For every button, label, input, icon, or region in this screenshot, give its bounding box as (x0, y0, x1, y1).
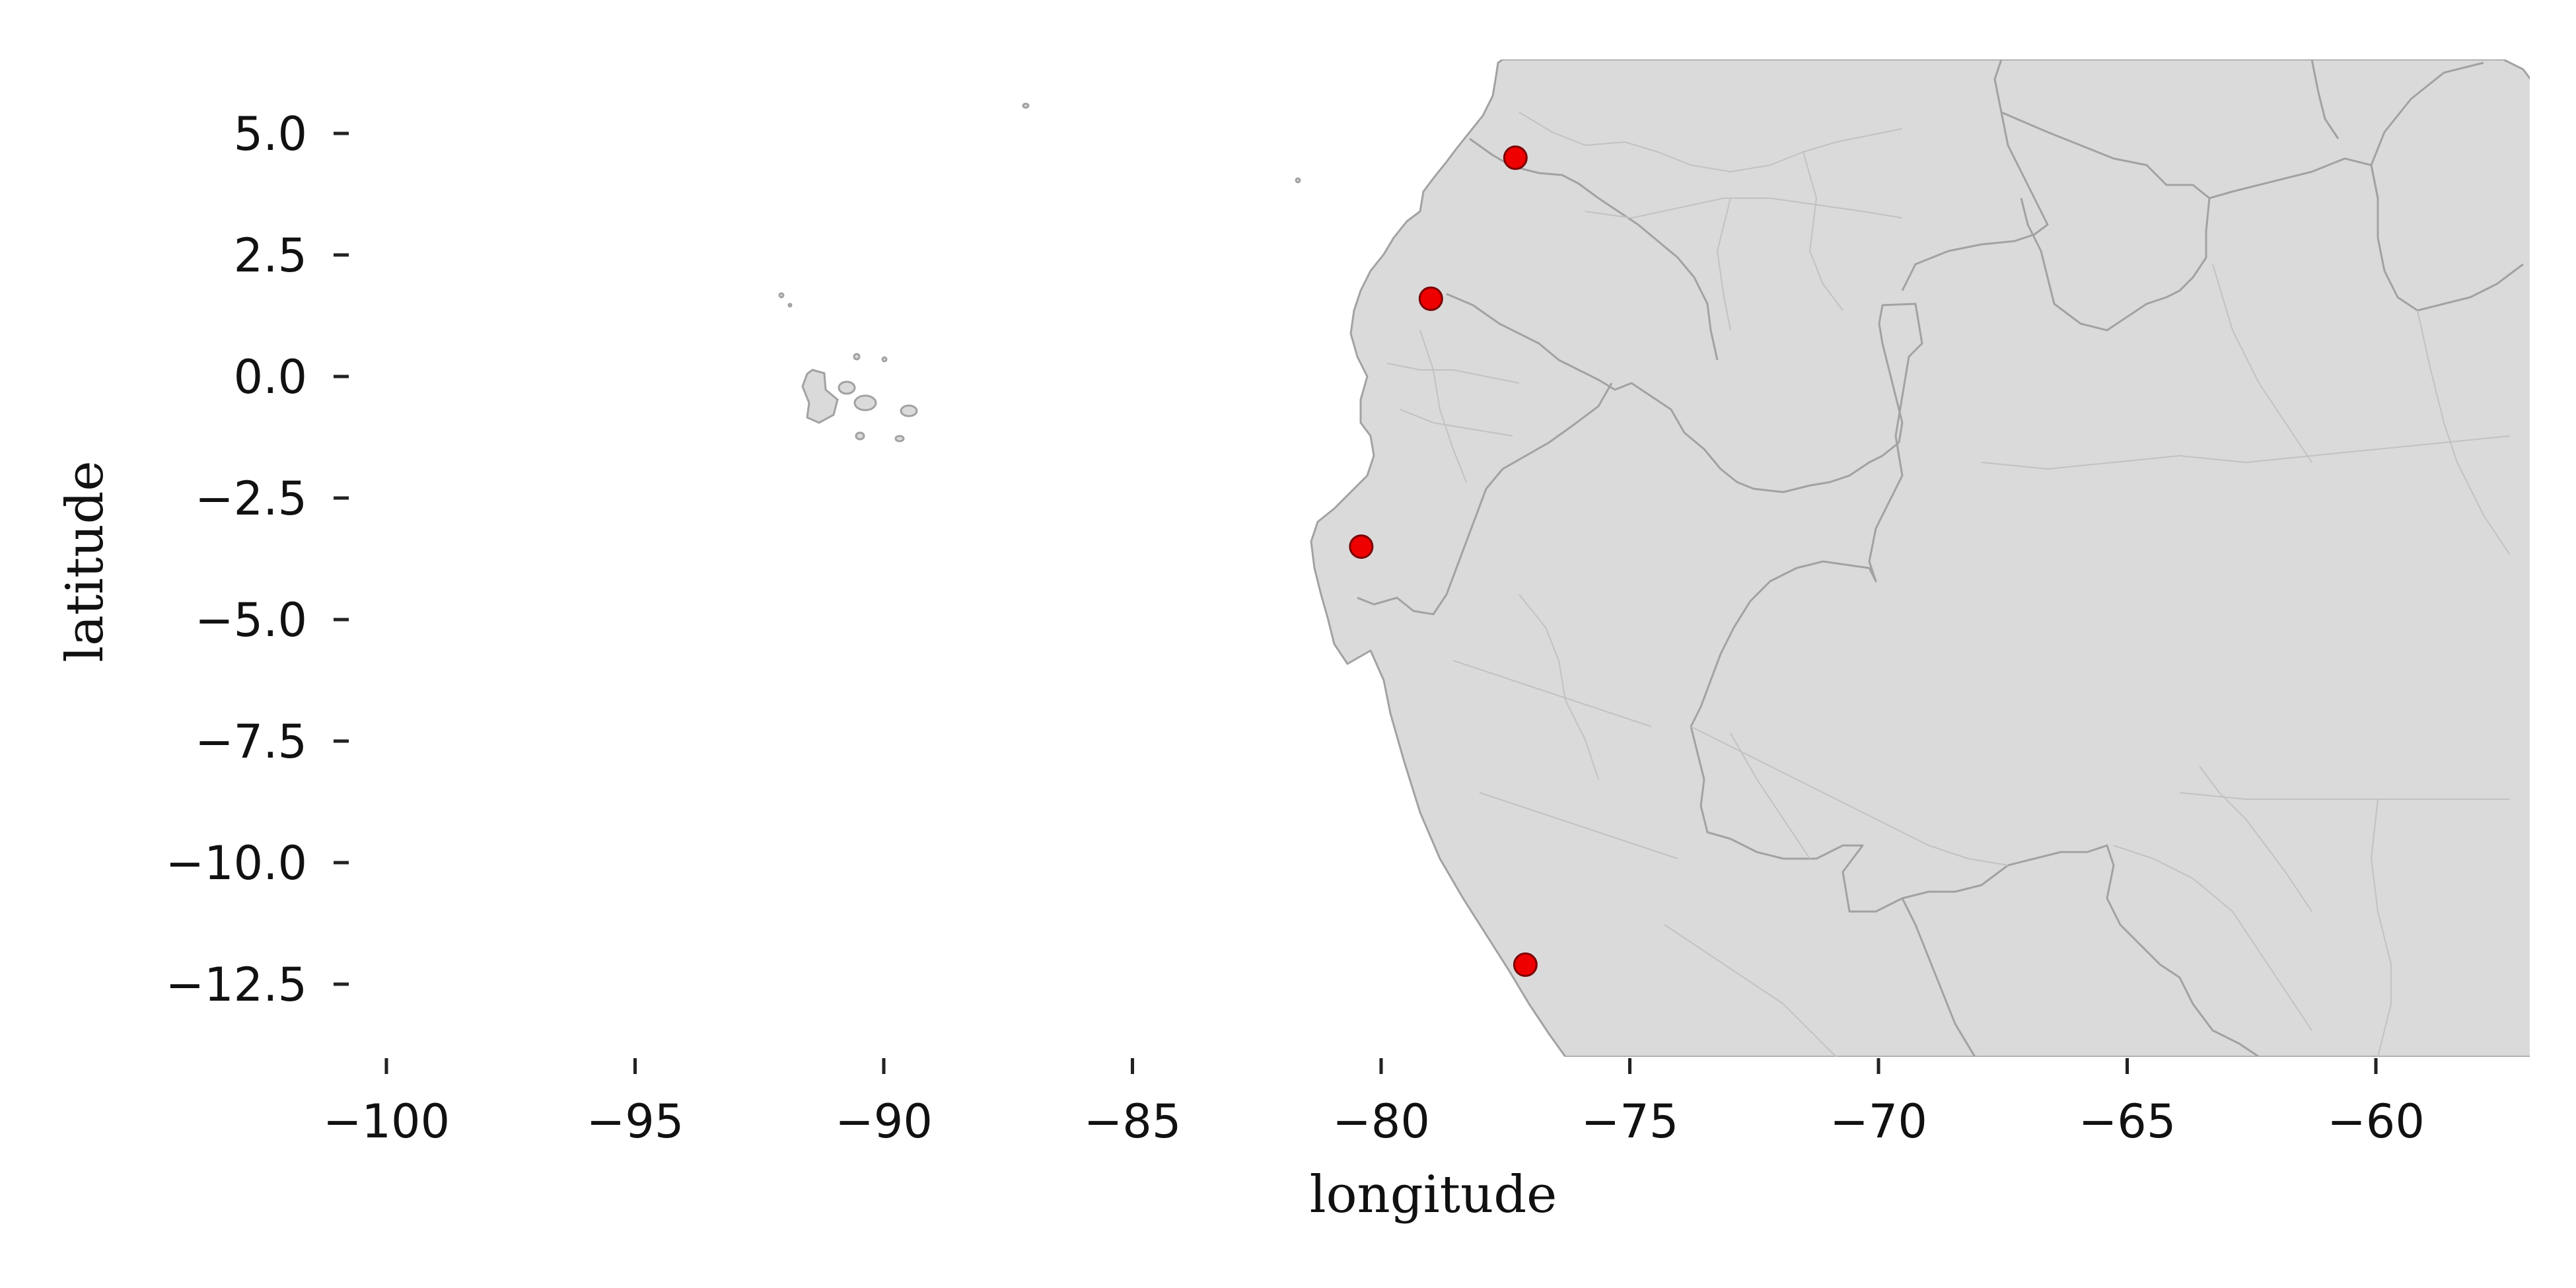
basemap (778, 59, 2530, 1057)
x-tick-label: −65 (2079, 1094, 2176, 1149)
y-tick-label: −2.5 (195, 472, 307, 526)
x-axis: −100 −95 −90 −85 −80 −75 −70 −65 −60 (323, 1058, 2425, 1149)
galapagos-islands (778, 102, 1301, 443)
x-tick-label: −95 (587, 1094, 684, 1149)
x-tick-label: −100 (323, 1094, 450, 1149)
point-layer (1349, 145, 1538, 978)
y-tick-label: −10.0 (165, 836, 307, 890)
x-tick-label: −60 (2327, 1094, 2425, 1149)
x-tick-label: −80 (1332, 1094, 1430, 1149)
x-tick-label: −70 (1830, 1094, 1927, 1149)
location-point (1418, 286, 1443, 311)
x-tick-label: −75 (1581, 1094, 1679, 1149)
y-tick-label: 0.0 (234, 350, 307, 404)
location-point (1349, 534, 1374, 559)
country-borders (1357, 59, 2524, 1057)
y-axis-label: latitude (55, 460, 115, 662)
y-tick-label: −12.5 (165, 958, 307, 1012)
y-tick-label: −5.0 (195, 593, 307, 647)
y-tick-label: 2.5 (234, 229, 307, 283)
south-america-land (1310, 59, 2530, 1057)
y-tick-label: −7.5 (195, 715, 307, 769)
y-axis: 5.0 2.5 0.0 −2.5 −5.0 −7.5 −10.0 −12.5 (165, 107, 349, 1012)
admin-borders (1386, 112, 2511, 1057)
x-tick-label: −90 (835, 1094, 933, 1149)
x-axis-label: longitude (1310, 1165, 1557, 1225)
location-point (1503, 145, 1528, 170)
y-tick-label: 5.0 (234, 107, 307, 161)
x-tick-label: −85 (1084, 1094, 1182, 1149)
location-point (1513, 952, 1538, 978)
